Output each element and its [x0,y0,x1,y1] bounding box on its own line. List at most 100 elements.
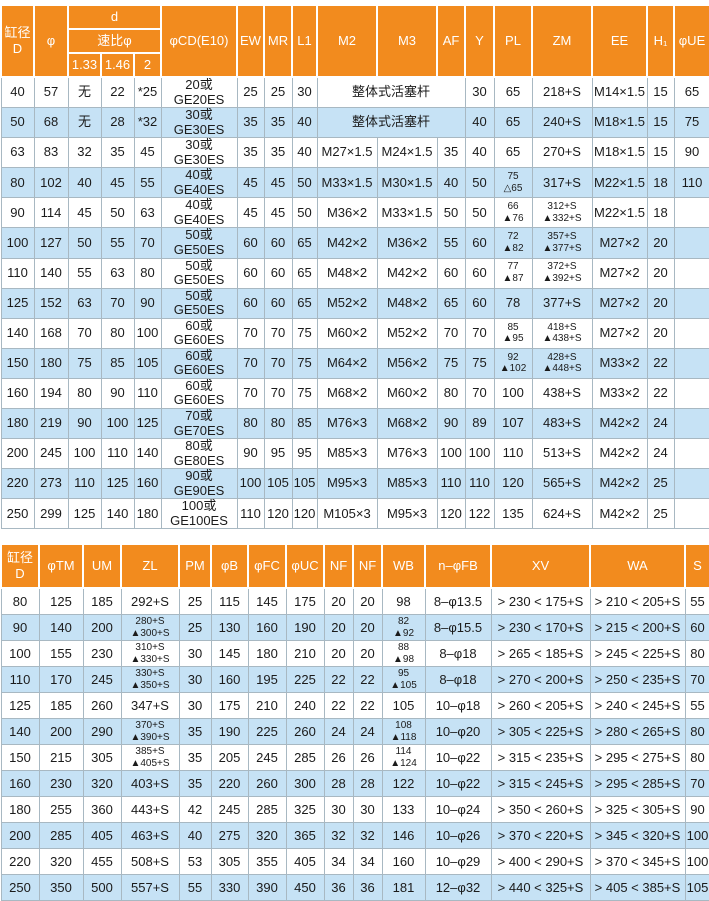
data-cell: 22 [323,666,354,694]
data-cell: 305 [82,744,122,772]
data-cell: 200 [82,614,122,642]
data-cell: 28 [323,770,354,798]
data-cell: 82 ▲92 [381,614,426,642]
data-cell: 450 [285,874,325,901]
header-cell: d [67,4,162,30]
data-cell: 140 [133,438,162,470]
data-cell: 50 [67,227,102,259]
data-cell: 160 [133,468,162,500]
data-cell: 32 [67,137,102,169]
data-cell: 72 ▲82 [493,227,533,259]
data-cell: 215 [38,744,84,772]
table-row: 200 245 100 110 140 80或GE80ES 90 95 95 M85×3 M76×3… [0,438,709,470]
data-cell: 90 [67,408,102,440]
header-cell: NF [352,543,383,590]
data-cell: 25 [646,498,675,530]
data-cell: 63 [133,197,162,229]
data-cell: 40 [464,107,495,139]
data-cell: 80 [67,377,102,410]
data-cell: 190 [210,718,249,746]
table-row: 180 219 90 100 125 70或GE70ES 80 80 85 M76×3 M68×2 9… [0,408,709,440]
data-cell: M60×2 [316,317,378,349]
table-row: 220 273 110 125 160 90或GE90ES 100 105 105 M95×3 M8… [0,468,709,500]
data-cell: 90 [236,438,265,470]
data-cell: 110 [464,468,495,500]
data-cell: 30或GE30ES [160,107,238,139]
data-cell: 250 [0,874,40,901]
data-cell: 185 [38,692,84,720]
header-cell: ZM [531,4,593,78]
data-cell: 300 [285,770,325,798]
data-cell: > 315 < 245+S [490,770,591,798]
data-cell [673,257,709,289]
data-cell: 273 [33,468,69,500]
data-cell: 310+S ▲330+S [120,640,180,668]
data-cell: 42 [178,796,212,824]
data-cell: 55 [178,874,212,901]
data-cell: M52×2 [376,317,438,349]
data-cell: M76×3 [316,408,378,440]
data-cell: 10–φ24 [424,796,492,824]
data-cell: 30 [323,796,354,824]
data-cell: 75 [67,347,102,379]
data-cell: 565+S [531,468,593,500]
data-cell: M27×2 [591,287,648,319]
data-cell: 455 [82,848,122,876]
data-cell: 57 [33,76,69,109]
data-cell: 175 [285,587,325,616]
data-cell: > 230 < 175+S [490,587,591,616]
data-cell: 35 [178,770,212,798]
data-cell: 35 [100,137,135,169]
data-cell: 65 [493,107,533,139]
data-cell: 80 [263,408,293,440]
data-cell: 40或GE40ES [160,197,238,229]
data-cell: 60 [236,227,265,259]
data-cell: M27×2 [591,257,648,289]
data-cell: M42×2 [591,438,648,470]
data-cell: 30或GE30ES [160,137,238,169]
data-cell: 50 [464,167,495,199]
data-cell [673,227,709,259]
data-cell: > 370 < 220+S [490,822,591,850]
data-cell: 290 [82,718,122,746]
data-cell: 22 [352,666,383,694]
data-cell: M33×2 [591,377,648,410]
data-cell: 557+S [120,874,180,901]
data-cell: 50 [100,197,135,229]
data-cell: 36 [323,874,354,901]
data-cell: 70 [263,317,293,349]
data-cell: 65 [291,287,318,319]
data-cell: 70或GE70ES [160,408,238,440]
data-cell: 70 [100,287,135,319]
data-cell: 190 [285,614,325,642]
data-cell: 317+S [531,167,593,199]
data-cell: M105×3 [316,498,378,530]
data-cell: 463+S [120,822,180,850]
data-cell: 100 [236,468,265,500]
data-cell: 120 [493,468,533,500]
data-cell: 60 [464,257,495,289]
data-cell: 24 [646,438,675,470]
data-cell: 60 [684,614,709,642]
data-cell: M27×2 [591,227,648,259]
data-cell: 26 [352,744,383,772]
data-cell: 428+S ▲448+S [531,347,593,379]
table-row: 90 140 200 280+S ▲300+S 25 130 160 190 20 20 82 ▲9… [0,614,709,642]
data-cell: 185 [82,587,122,616]
data-cell: 20 [323,640,354,668]
data-cell: 285 [285,744,325,772]
data-cell: 110 [67,468,102,500]
data-cell: 50 [0,107,35,139]
data-cell: > 230 < 170+S [490,614,591,642]
header-cell: S [684,543,709,590]
data-cell: 80或GE80ES [160,438,238,470]
table-row: 40 57 无 22 *25 20或GE20ES 25 25 30 整体式活塞杆 30 65 218+S… [0,76,709,109]
data-cell: 270+S [531,137,593,169]
data-cell: 194 [33,377,69,410]
table-row: 250 299 125 140 180 100或GE100ES 110 120 120 M105×… [0,498,709,530]
header-cell: φUE [673,4,709,78]
data-cell: 219 [33,408,69,440]
data-cell: 8–φ18 [424,640,492,668]
data-cell: 100 [0,227,35,259]
data-cell: 35 [178,718,212,746]
